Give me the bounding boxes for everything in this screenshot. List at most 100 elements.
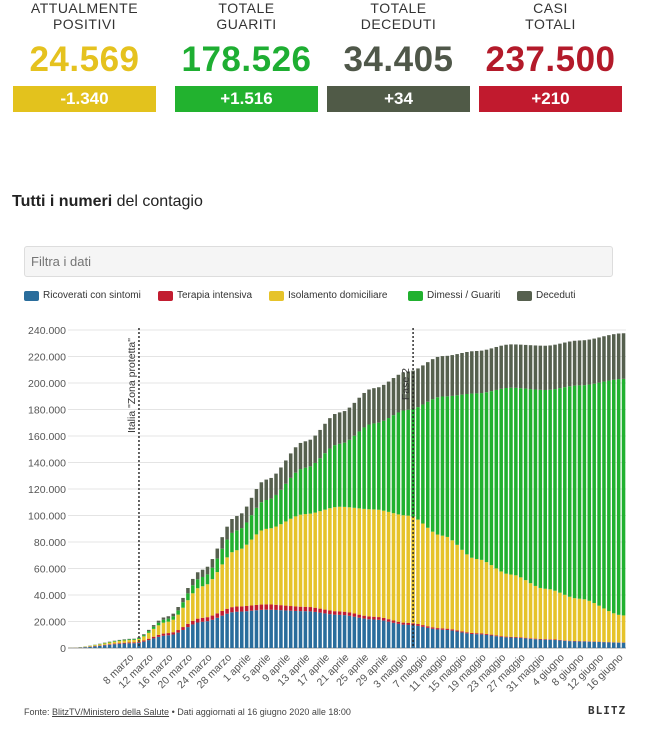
bar-isolamento[interactable] bbox=[509, 574, 513, 637]
bar-terapia[interactable] bbox=[191, 620, 195, 625]
bar-ricoverati[interactable] bbox=[337, 614, 342, 649]
bar-dimessi[interactable] bbox=[117, 640, 122, 642]
bar-ricoverati[interactable] bbox=[195, 622, 200, 648]
bar-deceduti[interactable] bbox=[391, 378, 396, 416]
bar-ricoverati[interactable] bbox=[479, 634, 484, 648]
bar-deceduti[interactable] bbox=[396, 374, 401, 413]
bar-deceduti[interactable] bbox=[460, 353, 464, 395]
bar-isolamento[interactable] bbox=[259, 530, 264, 605]
bar-isolamento[interactable] bbox=[293, 516, 298, 607]
bar-deceduti[interactable] bbox=[474, 350, 479, 394]
bar-dimessi[interactable] bbox=[347, 439, 352, 508]
bar-isolamento[interactable] bbox=[558, 592, 562, 640]
bar-ricoverati[interactable] bbox=[396, 623, 401, 648]
bar-dimessi[interactable] bbox=[284, 483, 288, 522]
bar-dimessi[interactable] bbox=[455, 395, 459, 545]
bar-ricoverati[interactable] bbox=[533, 639, 538, 648]
bar-ricoverati[interactable] bbox=[577, 641, 582, 648]
bar-dimessi[interactable] bbox=[107, 641, 112, 643]
bar-terapia[interactable] bbox=[460, 631, 464, 633]
bar-isolamento[interactable] bbox=[347, 507, 352, 613]
bar-terapia[interactable] bbox=[435, 628, 440, 630]
bar-ricoverati[interactable] bbox=[430, 628, 435, 648]
bar-ricoverati[interactable] bbox=[117, 643, 122, 648]
bar-ricoverati[interactable] bbox=[342, 615, 347, 648]
bar-deceduti[interactable] bbox=[249, 497, 254, 516]
bar-deceduti[interactable] bbox=[421, 365, 425, 405]
bar-deceduti[interactable] bbox=[318, 429, 322, 459]
bar-terapia[interactable] bbox=[538, 638, 543, 640]
bar-dimessi[interactable] bbox=[465, 394, 469, 555]
bar-deceduti[interactable] bbox=[186, 588, 190, 594]
bar-terapia[interactable] bbox=[308, 607, 313, 612]
bar-ricoverati[interactable] bbox=[592, 641, 596, 648]
bar-terapia[interactable] bbox=[303, 606, 308, 612]
bar-deceduti[interactable] bbox=[528, 345, 533, 390]
bar-deceduti[interactable] bbox=[215, 548, 220, 559]
bar-isolamento[interactable] bbox=[528, 583, 533, 639]
bar-dimessi[interactable] bbox=[523, 388, 528, 581]
bar-isolamento[interactable] bbox=[323, 509, 327, 610]
bar-isolamento[interactable] bbox=[308, 513, 313, 608]
bar-ricoverati[interactable] bbox=[499, 636, 503, 648]
bar-isolamento[interactable] bbox=[519, 577, 523, 638]
bar-terapia[interactable] bbox=[122, 642, 127, 644]
bar-dimessi[interactable] bbox=[112, 641, 117, 642]
bar-dimessi[interactable] bbox=[318, 458, 322, 512]
bar-terapia[interactable] bbox=[151, 636, 156, 639]
bar-dimessi[interactable] bbox=[528, 389, 533, 584]
legend-item-isolamento[interactable]: Isolamento domiciliare bbox=[269, 290, 388, 301]
bar-deceduti[interactable] bbox=[191, 578, 195, 586]
bar-deceduti[interactable] bbox=[616, 333, 621, 380]
bar-deceduti[interactable] bbox=[293, 447, 298, 473]
bar-deceduti[interactable] bbox=[435, 356, 440, 398]
bar-deceduti[interactable] bbox=[489, 348, 494, 392]
bar-isolamento[interactable] bbox=[171, 619, 175, 633]
bar-ricoverati[interactable] bbox=[523, 638, 528, 648]
bar-isolamento[interactable] bbox=[328, 508, 332, 611]
bar-dimessi[interactable] bbox=[474, 393, 479, 560]
bar-deceduti[interactable] bbox=[602, 336, 606, 382]
bar-dimessi[interactable] bbox=[264, 500, 268, 529]
bar-isolamento[interactable] bbox=[602, 608, 606, 642]
bar-ricoverati[interactable] bbox=[445, 629, 450, 648]
bar-ricoverati[interactable] bbox=[205, 621, 210, 648]
bar-dimessi[interactable] bbox=[445, 396, 450, 537]
bar-ricoverati[interactable] bbox=[391, 622, 396, 648]
bar-deceduti[interactable] bbox=[288, 453, 293, 478]
bar-deceduti[interactable] bbox=[205, 566, 210, 575]
bar-deceduti[interactable] bbox=[548, 345, 552, 390]
bar-isolamento[interactable] bbox=[186, 600, 190, 624]
bar-ricoverati[interactable] bbox=[220, 615, 224, 648]
bar-deceduti[interactable] bbox=[499, 345, 503, 389]
bar-dimessi[interactable] bbox=[587, 384, 592, 601]
bar-dimessi[interactable] bbox=[514, 387, 518, 576]
bar-isolamento[interactable] bbox=[269, 528, 273, 605]
bar-terapia[interactable] bbox=[440, 628, 445, 630]
bar-terapia[interactable] bbox=[553, 639, 557, 641]
bar-deceduti[interactable] bbox=[514, 344, 518, 388]
bar-deceduti[interactable] bbox=[563, 342, 567, 388]
bar-dimessi[interactable] bbox=[386, 418, 391, 512]
bar-deceduti[interactable] bbox=[274, 473, 278, 495]
bar-deceduti[interactable] bbox=[416, 368, 420, 408]
bar-terapia[interactable] bbox=[176, 630, 180, 633]
bar-dimessi[interactable] bbox=[509, 387, 513, 575]
bar-ricoverati[interactable] bbox=[597, 642, 601, 648]
bar-deceduti[interactable] bbox=[430, 359, 435, 400]
bar-ricoverati[interactable] bbox=[171, 634, 175, 648]
bar-deceduti[interactable] bbox=[323, 423, 327, 454]
bar-deceduti[interactable] bbox=[259, 482, 264, 503]
bar-ricoverati[interactable] bbox=[98, 645, 102, 648]
bar-ricoverati[interactable] bbox=[352, 616, 357, 648]
bar-isolamento[interactable] bbox=[406, 515, 410, 623]
bar-isolamento[interactable] bbox=[98, 644, 102, 646]
bar-dimessi[interactable] bbox=[621, 378, 626, 616]
bar-dimessi[interactable] bbox=[249, 515, 254, 540]
bar-ricoverati[interactable] bbox=[367, 619, 371, 648]
bar-deceduti[interactable] bbox=[582, 340, 587, 386]
bar-isolamento[interactable] bbox=[342, 506, 347, 612]
bar-isolamento[interactable] bbox=[426, 527, 430, 627]
bar-isolamento[interactable] bbox=[386, 511, 391, 620]
bar-isolamento[interactable] bbox=[499, 571, 503, 637]
